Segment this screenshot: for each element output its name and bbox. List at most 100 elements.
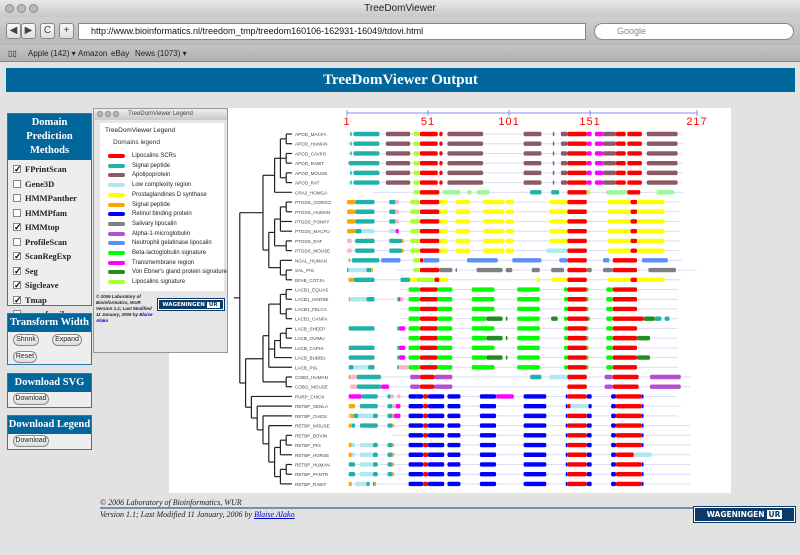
domain-low (389, 229, 396, 234)
method-profilescan[interactable]: ProfileScan (8, 235, 91, 250)
domain-sig (372, 452, 378, 457)
domain-a1m (604, 384, 613, 389)
sequence-label: COBG_HUMAN (295, 375, 328, 380)
domain-apo (523, 170, 542, 176)
checkbox[interactable] (13, 179, 21, 188)
legend-footer: © 2006 Laboratory of Bioinformatics, WUR… (96, 294, 156, 324)
back-button[interactable]: ◀ (6, 23, 21, 39)
bookmark-apple[interactable]: Apple (142) ▾ (28, 49, 76, 58)
legend-window[interactable]: TreeDomViewer Legend TreeDomViewer Legen… (93, 108, 228, 353)
sequence-label: RETBP_HUMAN (295, 462, 330, 467)
address-bar[interactable]: http://www.bioinformatics.nl/treedom_tmp… (78, 23, 586, 40)
domain-sig (530, 374, 542, 380)
domain-rbp (428, 423, 445, 428)
domain-rbp (641, 433, 644, 438)
zoom-window-button[interactable] (29, 4, 38, 13)
method-scanregexp[interactable]: ✓ ScanRegExp (8, 249, 91, 264)
domain-scr (419, 335, 438, 341)
domain-apo (646, 131, 678, 137)
legend-window-titlebar[interactable]: TreeDomViewer Legend (94, 109, 227, 120)
reset-button[interactable]: Reset (13, 351, 37, 363)
method-hmmtop[interactable]: ✓ HMMtop (8, 220, 91, 235)
domain-sig (389, 219, 396, 224)
bookmarks-book-icon[interactable]: ▯▯ (8, 49, 17, 58)
checkbox[interactable]: ✓ (13, 164, 22, 175)
method-tmap[interactable]: ✓ Tmap (8, 293, 91, 308)
bookmark-ebay[interactable]: eBay (111, 49, 130, 58)
domain-ptg (505, 199, 514, 205)
domain-sal (476, 267, 503, 273)
domain-blg (606, 355, 613, 360)
legend-swatch (108, 241, 125, 246)
domain-scr (567, 267, 587, 273)
legend-item-ptg: Prostaglandines D synthase (108, 192, 207, 198)
domain-ptg (483, 219, 505, 224)
domain-sal (505, 267, 513, 273)
domain-lip (410, 229, 420, 234)
domain-scr (627, 190, 641, 195)
shrink-button[interactable]: Shrink (13, 334, 39, 346)
domain-sal (455, 267, 458, 273)
domain-tm (586, 141, 592, 146)
domain-scr (612, 335, 638, 341)
domain-sig (372, 481, 375, 487)
checkbox[interactable]: ✓ (13, 265, 22, 276)
minimize-window-button[interactable] (17, 4, 26, 13)
legend-swatch (108, 163, 125, 168)
sequence-label: PURP_CHICK (295, 394, 326, 399)
checkbox[interactable]: ✓ (13, 280, 22, 291)
bookmark-amazon[interactable]: Amazon (78, 49, 108, 58)
domain-scr (612, 326, 638, 331)
domain-tm (594, 151, 604, 156)
download-legend-button[interactable]: Download (13, 435, 49, 447)
bookmark-news[interactable]: News (1073) ▾ (135, 49, 187, 58)
legend-swatch (108, 221, 125, 226)
domain-blg (586, 355, 589, 360)
legend-minimize-button[interactable] (105, 111, 111, 117)
domain-rbp (408, 413, 424, 419)
checkbox[interactable]: ✓ (13, 294, 22, 305)
method-hmmpfam[interactable]: HMMPfam (8, 206, 91, 221)
domain-tm (586, 151, 592, 156)
legend-zoom-button[interactable] (113, 111, 119, 117)
domain-sig (356, 384, 382, 389)
checkbox[interactable] (13, 208, 21, 217)
sequence-label: PTGDS_RAT (295, 239, 322, 244)
legend-close-button[interactable] (97, 111, 103, 117)
domain-rbp (408, 452, 424, 457)
domain-sig (387, 403, 393, 409)
search-field[interactable]: Google (594, 23, 794, 40)
legend-author-link[interactable]: Blaise Alako (96, 312, 153, 323)
legend-label: Signal peptide (132, 201, 171, 208)
domain-scr (567, 297, 587, 302)
legend-swatch (108, 192, 125, 197)
domain-sig (348, 365, 354, 370)
download-svg-button[interactable]: Download (13, 393, 49, 405)
forward-button[interactable]: ▶ (21, 23, 36, 39)
reload-button[interactable]: C (40, 23, 55, 39)
sequence-label: APOD_RABIT (295, 161, 324, 166)
domain-rbp (447, 442, 461, 448)
domain-sig (387, 442, 393, 448)
sequence-label: RETBP_XENLA (295, 404, 329, 409)
method-seg[interactable]: ✓ Seg (8, 264, 91, 279)
footer-author-link[interactable]: Blaise Alako (254, 510, 295, 519)
checkbox[interactable]: ✓ (13, 222, 22, 233)
domain-blg (606, 345, 613, 351)
method-sigcleave[interactable]: ✓ Sigcleave (8, 278, 91, 293)
expand-button[interactable]: Expand (52, 334, 82, 346)
checkbox[interactable] (13, 194, 21, 203)
sequence-label: PTGDS_PONPY (295, 219, 329, 224)
checkbox[interactable] (13, 237, 21, 246)
domain-scr (627, 180, 642, 185)
domain-scr (419, 170, 438, 176)
add-bookmark-button[interactable]: + (59, 23, 74, 39)
domain-ptg (607, 219, 631, 224)
sequence-label: LACB_SHEEP (295, 326, 325, 331)
method-hmmpanther[interactable]: HMMPanther (8, 191, 91, 206)
close-window-button[interactable] (5, 4, 14, 13)
method-gene3d[interactable]: Gene3D (8, 177, 91, 192)
method-fprintscan[interactable]: ✓ FPrintScan (8, 162, 91, 177)
checkbox[interactable]: ✓ (13, 251, 22, 262)
domain-tm (594, 180, 604, 185)
